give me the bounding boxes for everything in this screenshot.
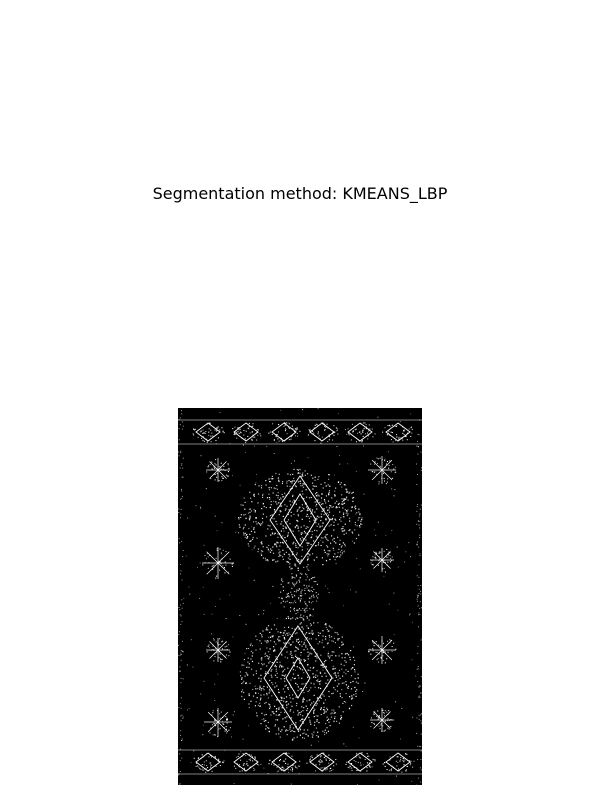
segmentation-image (178, 408, 422, 785)
figure-title: Segmentation method: KMEANS_LBP (152, 184, 448, 203)
